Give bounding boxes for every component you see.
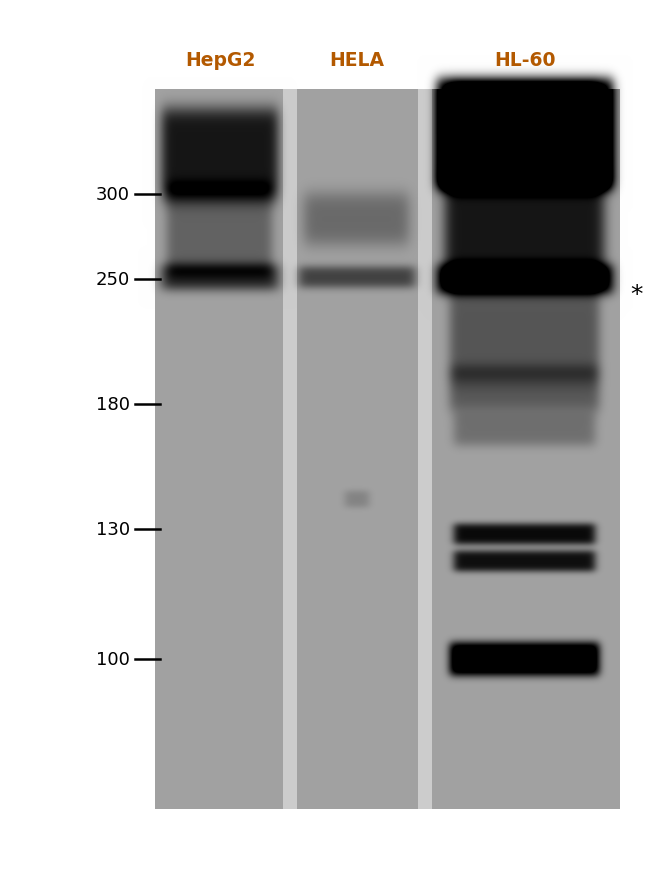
Text: HELA: HELA xyxy=(330,51,385,70)
Text: 300: 300 xyxy=(96,186,130,204)
Text: 100: 100 xyxy=(96,650,130,668)
Text: 180: 180 xyxy=(96,395,130,414)
Text: 130: 130 xyxy=(96,520,130,539)
Text: HL-60: HL-60 xyxy=(494,51,556,70)
Text: 250: 250 xyxy=(96,271,130,289)
Text: *: * xyxy=(630,283,642,307)
Text: HepG2: HepG2 xyxy=(185,51,255,70)
